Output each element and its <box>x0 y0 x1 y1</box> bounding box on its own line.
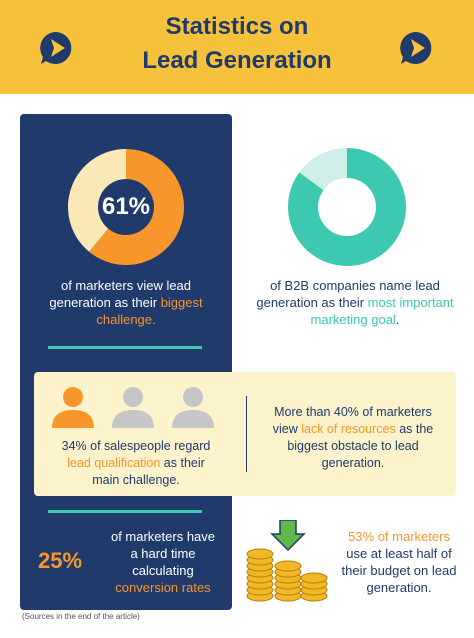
play-bubble-icon <box>400 32 432 64</box>
title-line-2: Lead Generation <box>142 47 332 74</box>
donut-2-svg <box>288 148 406 266</box>
stat-1-line-3: challenge. <box>96 312 156 327</box>
donut-2-label: 85% <box>322 193 372 220</box>
divider-line <box>48 346 202 349</box>
donut-slice-1 <box>68 149 127 252</box>
play-bubble-icon <box>40 32 72 64</box>
stat-6-text: 53% of marketers use at least half of th… <box>332 528 466 596</box>
stat-5-line-2: a hard time <box>130 546 196 561</box>
stat-6-line-2: use at least half of <box>346 546 452 561</box>
stat-5-line-3: calculating <box>132 563 194 578</box>
stat-4-text: More than 40% of marketers view lack of … <box>258 404 448 472</box>
page-title: Statistics on Lead Generation <box>0 10 474 78</box>
stat-5-highlight: conversion rates <box>115 580 211 595</box>
stat-3-line-1: 34% of salespeople regard <box>61 439 211 453</box>
stat-3-text: 34% of salespeople regard lead qualifica… <box>38 438 234 489</box>
stat-2-highlight: most important <box>367 295 454 310</box>
donut-chart-85: 85% <box>288 148 406 266</box>
vertical-divider <box>246 396 247 472</box>
stat-4-line-1: More than 40% of marketers <box>274 405 432 419</box>
coins-stack-icon <box>246 520 328 602</box>
person-icon <box>112 387 154 428</box>
stat-2-line-2: generation as their <box>256 295 368 310</box>
title-line-1: Statistics on <box>165 13 309 40</box>
navy-column <box>20 114 232 610</box>
donut-1-label: 61% <box>101 193 151 220</box>
donut-chart-61: 61% <box>68 149 184 265</box>
person-icon-highlighted <box>52 387 94 428</box>
stat-1-highlight: biggest <box>160 295 203 310</box>
stat-2-highlight-2: marketing goal <box>310 312 396 327</box>
stat-3-line-2: as their <box>160 456 205 470</box>
stat-6-line-3: their budget on lead <box>341 563 457 578</box>
stat-4-highlight: lack of resources <box>301 422 396 436</box>
stat-2-line-1: of B2B companies name lead <box>270 278 440 293</box>
stat-1-text: of marketers view lead generation as the… <box>26 277 226 328</box>
donut-slice-0 <box>288 148 406 266</box>
stat-6-line-4: generation. <box>366 580 432 595</box>
stat-3-highlight: lead qualification <box>67 456 161 470</box>
source-note: (Sources in the end of the article) <box>22 612 140 621</box>
stat-4-line-4: generation. <box>321 456 385 470</box>
donut-1-svg <box>68 149 184 265</box>
stat-5-text: of marketers have a hard time calculatin… <box>100 528 226 596</box>
stat-4-line-3: biggest obstacle to lead <box>287 439 419 453</box>
stat-2-period: . <box>395 312 400 327</box>
stat-1-line-2: generation as their <box>49 295 161 310</box>
stat-5-percent: 25% <box>38 548 83 573</box>
header-banner: Statistics on Lead Generation <box>0 0 474 94</box>
stat-1-line-1: of marketers view lead <box>60 278 192 293</box>
stat-3-line-3: main challenge. <box>92 473 180 487</box>
person-icon <box>172 387 214 428</box>
info-banner: 34% of salespeople regard lead qualifica… <box>34 372 456 496</box>
divider-line <box>48 510 202 513</box>
stat-2-text: of B2B companies name lead generation as… <box>248 277 462 328</box>
stat-5-line-1: of marketers have <box>110 529 216 544</box>
donut-slice-1 <box>299 148 348 191</box>
stat-6-highlight: 53% of marketers <box>348 529 450 544</box>
donut-slice-0 <box>89 149 184 265</box>
stat-4-pre: view <box>272 422 302 436</box>
stat-4-post: as the <box>395 422 434 436</box>
